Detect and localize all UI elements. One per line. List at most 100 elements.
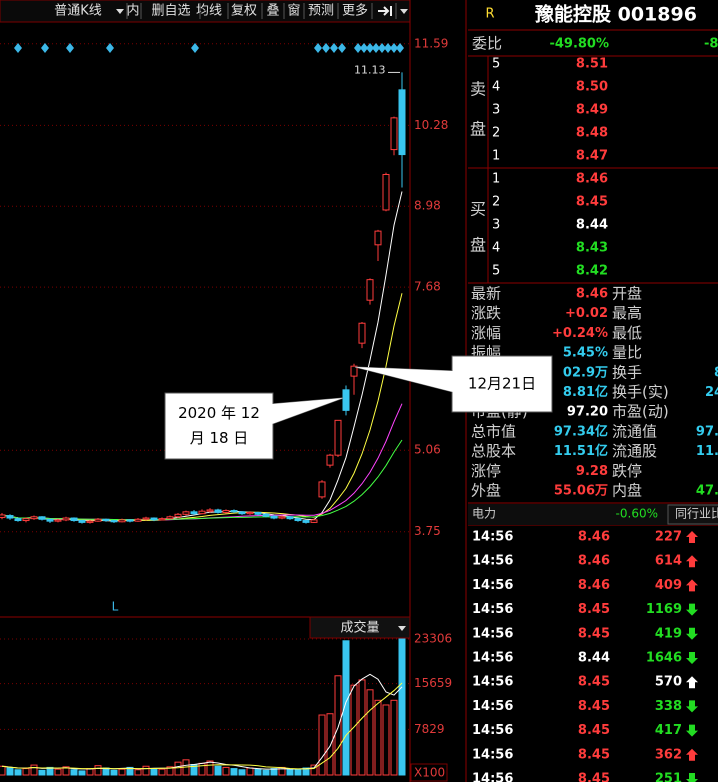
volume-bar — [158, 768, 166, 776]
book-price: 8.42 — [576, 264, 608, 279]
volume-bar — [118, 768, 126, 776]
book-level: 5 — [492, 264, 500, 279]
trade-time: 14:56 — [472, 723, 513, 738]
signal-marker — [322, 43, 330, 53]
candle-body — [398, 89, 406, 156]
volume-bar — [174, 761, 182, 776]
candle-body — [0, 514, 6, 518]
book-level: 3 — [492, 218, 500, 233]
candle-body — [38, 516, 46, 520]
stock-title: 豫能控股 001896 — [535, 3, 697, 26]
toolbar-item: 更多 — [342, 3, 368, 19]
signal-marker — [366, 43, 374, 53]
book-level: 2 — [492, 126, 500, 141]
book-level: 5 — [492, 57, 500, 72]
toolbar-item: 普通K线 — [54, 4, 102, 19]
volume-bar — [310, 764, 318, 776]
trade-price: 8.46 — [578, 554, 610, 569]
industry-name: 电力 — [472, 507, 496, 521]
stat-value: +0.24% — [552, 326, 608, 341]
volume-bar — [262, 769, 270, 776]
price-tick-label: 8.98 — [414, 199, 441, 213]
stat-label: 流通值 — [612, 422, 657, 440]
callout-box — [451, 355, 553, 413]
candle-body — [382, 173, 390, 211]
stat-label: 跌停 — [612, 462, 642, 480]
trade-price: 8.46 — [578, 530, 610, 545]
stat-value: 97.20 — [567, 405, 608, 420]
stat-label: 总股本 — [471, 442, 516, 460]
volume-bar — [382, 704, 390, 776]
volume-bar — [230, 768, 238, 776]
toolbar-item: 复权 — [231, 3, 257, 19]
trade-arrow — [686, 579, 698, 592]
candle-body — [358, 322, 366, 344]
candle-body — [54, 519, 62, 522]
stat-label: 开盘 — [612, 285, 642, 303]
volume-bar — [390, 699, 398, 776]
candle-body — [174, 513, 182, 518]
candle-body — [22, 518, 30, 522]
trade-volume: 227 — [655, 530, 682, 545]
candle-body — [206, 509, 214, 512]
volume-header — [309, 616, 411, 639]
stat-value: 8. — [714, 365, 718, 380]
volume-average — [1, 682, 403, 770]
stat-label: 换手 — [612, 363, 642, 381]
candle-body — [190, 511, 198, 515]
trade-arrow — [686, 531, 698, 543]
candle-body — [62, 517, 70, 521]
signal-marker — [384, 43, 392, 53]
trade-time: 14:56 — [472, 554, 513, 569]
trade-price: 8.46 — [578, 578, 610, 593]
candle-body — [198, 510, 206, 515]
stat-value: 55.06万 — [554, 484, 608, 499]
trade-volume: 1169 — [646, 602, 682, 617]
book-level: 3 — [492, 103, 500, 118]
candle-body — [230, 510, 238, 513]
candle-body — [134, 518, 142, 522]
candle-body — [254, 511, 262, 515]
volume-bar — [286, 769, 294, 776]
candle-body — [286, 516, 294, 520]
callout-pointer-fill — [355, 367, 453, 392]
trade-arrow — [686, 748, 698, 761]
industry-button[interactable] — [667, 504, 718, 525]
volume-bar — [198, 762, 206, 776]
trade-time: 14:56 — [472, 626, 513, 641]
trade-arrow — [686, 555, 698, 568]
volume-tick-label: 23306 — [414, 632, 452, 646]
volume-bar — [14, 769, 22, 776]
book-price: 8.46 — [576, 172, 608, 187]
volume-bar — [294, 768, 302, 776]
candle-body — [238, 511, 246, 515]
stat-value: 97.34亿 — [554, 423, 608, 439]
stat-value: 24. — [705, 385, 718, 400]
book-side-label: 盘 — [470, 120, 486, 139]
weibi-extra: -8 — [704, 37, 718, 52]
volume-bar — [94, 765, 102, 776]
book-price: 8.51 — [576, 57, 608, 72]
trade-price: 8.45 — [578, 675, 610, 690]
signal-marker — [338, 43, 346, 53]
trade-price: 8.45 — [578, 723, 610, 738]
volume-bar — [22, 768, 30, 776]
book-price: 8.47 — [576, 149, 608, 164]
signal-marker — [390, 43, 398, 53]
price-tick-label: 7.68 — [414, 280, 441, 294]
volume-bar — [318, 714, 326, 776]
trade-price: 8.44 — [578, 651, 610, 666]
candle-body — [326, 454, 334, 466]
stat-label: 最低 — [612, 324, 642, 342]
book-price: 8.44 — [576, 218, 608, 233]
volume-bar — [334, 675, 342, 776]
candle-body — [214, 509, 222, 513]
market-flag: R — [485, 7, 494, 22]
candle-body — [30, 516, 38, 520]
volume-bar — [30, 764, 38, 776]
book-side-label: 买 — [470, 200, 486, 219]
trade-price: 8.45 — [578, 602, 610, 617]
price-tick-label: 11.59 — [414, 36, 448, 50]
book-price: 8.43 — [576, 241, 608, 256]
